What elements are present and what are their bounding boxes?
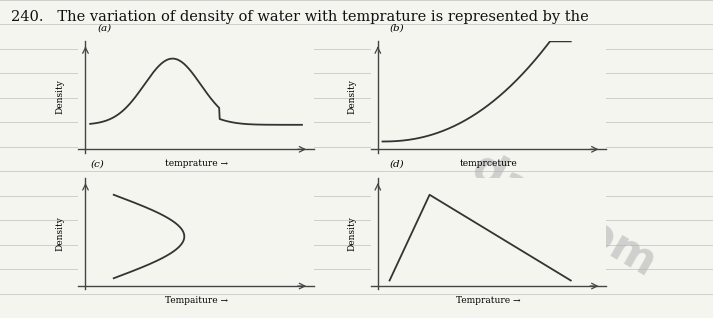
Text: Temprature →: Temprature →: [456, 296, 520, 305]
Text: 240.   The variation of density of water with temprature is represented by the: 240. The variation of density of water w…: [11, 10, 588, 24]
Text: (b): (b): [389, 23, 404, 32]
Text: temprceture: temprceture: [460, 159, 517, 168]
Text: temprature →: temprature →: [165, 159, 227, 168]
Text: (c): (c): [90, 160, 104, 169]
Text: day.com: day.com: [463, 146, 663, 286]
Text: Density: Density: [347, 80, 356, 114]
Text: (a): (a): [97, 23, 111, 32]
Text: Density: Density: [55, 80, 64, 114]
Text: Tempaiture →: Tempaiture →: [165, 296, 227, 305]
Text: Density: Density: [55, 216, 64, 251]
Text: (d): (d): [389, 160, 404, 169]
Text: Density: Density: [347, 216, 356, 251]
